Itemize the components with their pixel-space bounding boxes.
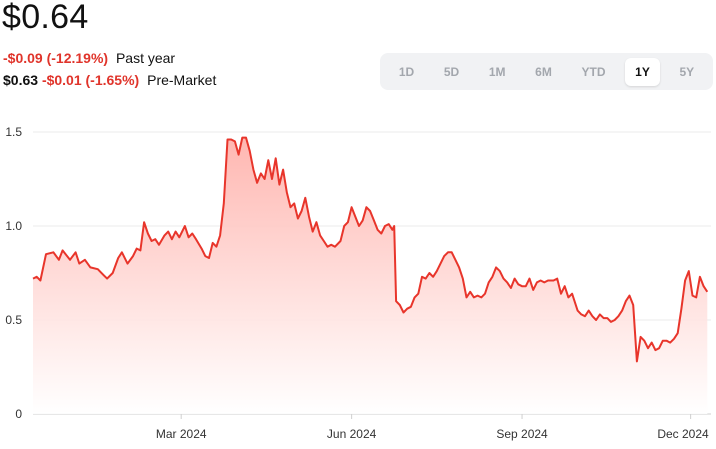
range-1y-button[interactable]: 1Y	[625, 57, 660, 86]
y-tick-label: 1.0	[5, 219, 22, 233]
price-series-line	[32, 136, 709, 363]
yearly-change-row: -$0.09 (-12.19%) Past year	[3, 50, 175, 66]
premarket-label: Pre-Market	[147, 72, 217, 88]
current-price: $0.64	[2, 0, 89, 36]
range-6m-button[interactable]: 6M	[535, 64, 552, 79]
time-range-selector: 1D 5D 1M 6M YTD 1Y 5Y	[380, 53, 713, 90]
yearly-change: -$0.09 (-12.19%)	[3, 50, 109, 66]
premarket-row: $0.63 -$0.01 (-1.65%) Pre-Market	[3, 72, 216, 88]
x-tick-label: Mar 2024	[156, 427, 207, 441]
range-5y-button[interactable]: 5Y	[679, 64, 695, 79]
x-tick-label: Sep 2024	[496, 427, 548, 441]
premarket-price: $0.63	[3, 72, 39, 88]
range-ytd-button[interactable]: YTD	[581, 64, 606, 79]
range-5d-button[interactable]: 5D	[443, 64, 460, 79]
range-1d-button[interactable]: 1D	[398, 64, 415, 79]
premarket-change: -$0.01 (-1.65%)	[41, 72, 140, 88]
range-1m-button[interactable]: 1M	[488, 64, 506, 79]
x-tick-label: Dec 2024	[657, 427, 709, 441]
x-tick-label: Jun 2024	[327, 427, 377, 441]
y-tick-label: 0.5	[5, 313, 22, 327]
price-area-fill	[33, 137, 708, 414]
y-tick-label: 0	[15, 407, 22, 421]
yearly-change-label: Past year	[115, 50, 176, 66]
y-tick-label: 1.5	[5, 125, 22, 139]
